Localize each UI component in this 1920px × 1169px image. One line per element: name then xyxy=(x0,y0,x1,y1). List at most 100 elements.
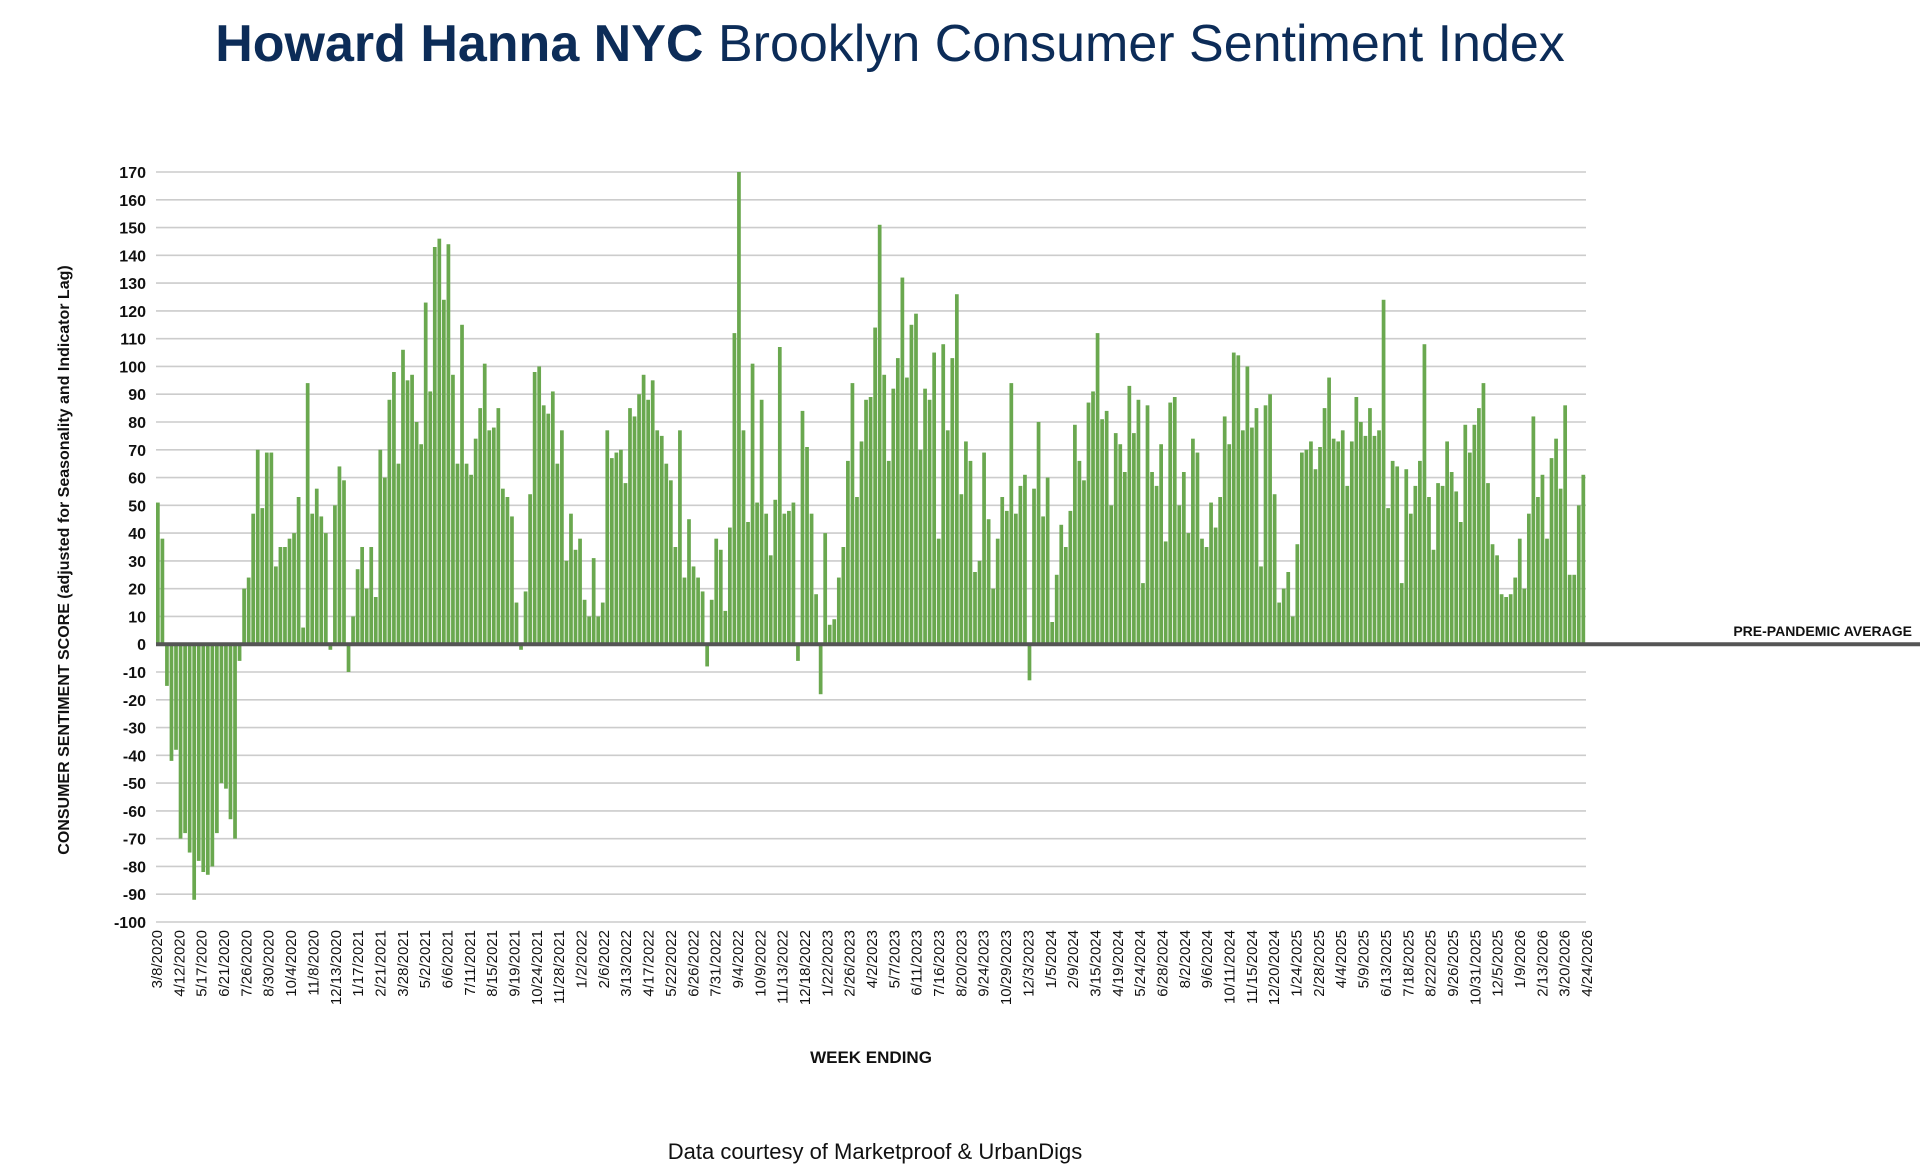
x-tick-label: 2/28/2025 xyxy=(1311,930,1328,997)
y-tick-label: 170 xyxy=(119,165,146,182)
bar xyxy=(1181,472,1186,645)
bar xyxy=(1313,469,1318,645)
bar xyxy=(1118,444,1123,645)
bar xyxy=(846,460,850,645)
bar xyxy=(455,463,460,645)
bar xyxy=(682,577,687,645)
bar xyxy=(1354,397,1359,645)
x-tick-label: 4/12/2020 xyxy=(171,930,188,997)
bar xyxy=(1050,622,1055,645)
bar xyxy=(437,238,442,645)
bar xyxy=(1263,405,1268,645)
bar xyxy=(351,616,355,645)
y-tick-label: -50 xyxy=(123,776,146,793)
bar xyxy=(596,616,601,645)
bar xyxy=(723,610,728,645)
bar xyxy=(836,577,841,645)
bar xyxy=(546,413,551,645)
x-tick-label: 6/26/2022 xyxy=(685,930,702,997)
x-tick-label: 1/2/2022 xyxy=(574,930,591,988)
bar xyxy=(360,547,365,645)
x-tick-label: 1/9/2026 xyxy=(1512,930,1529,988)
bar xyxy=(1363,435,1368,645)
bar xyxy=(759,399,764,645)
bar xyxy=(605,430,610,645)
bar xyxy=(1204,547,1209,645)
bar xyxy=(1027,644,1032,681)
title-rest: Brooklyn Consumer Sentiment Index xyxy=(717,15,1565,73)
bar xyxy=(1390,460,1395,645)
bar xyxy=(1172,397,1177,645)
y-axis-ticks: -100-90-80-70-60-50-40-30-20-10010203040… xyxy=(114,165,146,932)
bar xyxy=(1177,505,1182,645)
bar xyxy=(1073,424,1077,645)
bar xyxy=(178,644,183,839)
bar xyxy=(1526,513,1531,645)
chart-title: Howard Hanna NYC Brooklyn Consumer Senti… xyxy=(0,14,1780,74)
y-tick-label: 140 xyxy=(119,248,146,265)
bar xyxy=(1059,524,1064,645)
bar xyxy=(487,430,492,645)
bar xyxy=(237,644,242,661)
bar xyxy=(1472,424,1477,645)
bar xyxy=(219,644,224,784)
x-tick-label: 12/13/2020 xyxy=(328,930,345,1005)
bar xyxy=(1304,449,1309,645)
bar xyxy=(428,391,433,645)
bar xyxy=(296,497,301,645)
bar xyxy=(659,435,664,645)
bar xyxy=(224,644,228,789)
bar xyxy=(1250,427,1254,645)
bar xyxy=(1554,438,1558,645)
bar xyxy=(1113,433,1118,645)
bar xyxy=(918,449,923,645)
bar xyxy=(950,358,955,645)
x-tick-label: 7/16/2023 xyxy=(931,930,948,997)
y-tick-label: -100 xyxy=(114,915,146,932)
bar xyxy=(1436,483,1440,645)
bar xyxy=(1100,419,1104,645)
x-tick-label: 4/4/2025 xyxy=(1333,930,1350,988)
bar xyxy=(1136,399,1141,645)
x-tick-label: 6/21/2020 xyxy=(216,930,233,997)
bar xyxy=(246,577,251,645)
bar xyxy=(1032,488,1036,645)
bar xyxy=(945,430,950,645)
bar xyxy=(269,452,274,645)
bar xyxy=(482,363,487,645)
bar xyxy=(550,391,555,645)
bar xyxy=(941,344,946,645)
bar xyxy=(809,513,814,645)
bar xyxy=(1141,583,1145,645)
bar xyxy=(959,494,964,645)
bar xyxy=(1581,474,1586,645)
x-tick-label: 4/19/2024 xyxy=(1110,930,1127,997)
bar xyxy=(160,538,165,645)
x-tick-label: 5/24/2024 xyxy=(1132,930,1149,997)
bar xyxy=(768,555,773,645)
bar xyxy=(1200,538,1204,645)
bar xyxy=(1209,502,1213,645)
bar xyxy=(496,408,501,645)
bar xyxy=(1186,533,1191,645)
bar xyxy=(419,444,424,645)
bar xyxy=(1454,491,1459,645)
bar xyxy=(569,513,573,645)
bar xyxy=(818,644,823,695)
bar xyxy=(664,463,669,645)
bar xyxy=(623,483,628,645)
bar xyxy=(528,494,532,645)
bar xyxy=(201,644,206,872)
x-tick-label: 8/30/2020 xyxy=(261,930,278,997)
bar xyxy=(1054,574,1059,645)
bar xyxy=(668,480,673,645)
bar xyxy=(573,549,578,645)
bar xyxy=(991,588,996,645)
bar xyxy=(355,569,360,645)
bar xyxy=(741,430,746,645)
bar xyxy=(505,497,510,645)
bar xyxy=(964,441,968,645)
bar xyxy=(1340,430,1345,645)
bar xyxy=(859,441,864,645)
bar xyxy=(1000,497,1005,645)
